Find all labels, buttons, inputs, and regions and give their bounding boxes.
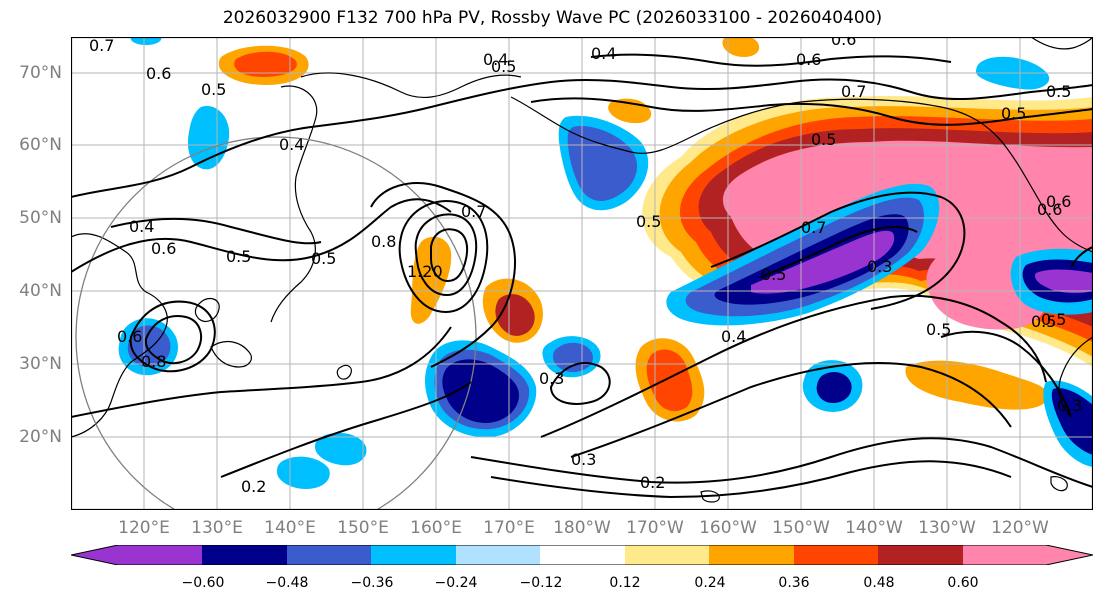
contour-label: 0.3 xyxy=(539,369,564,388)
map-panel: 0.7 0.6 0.5 0.4 0.6 0.6 0.4 0.5 0.6 0.7 … xyxy=(71,37,1093,510)
contour-label: 0.6 xyxy=(1037,200,1062,219)
contour-label: 0.7 xyxy=(89,37,114,55)
lon-label: 130°E xyxy=(191,518,243,538)
coastlines xyxy=(71,37,1093,503)
contour-label: 0.4 xyxy=(721,327,746,346)
contour-label: 0.4 xyxy=(483,50,508,69)
colorbar-segment xyxy=(625,545,709,565)
contour-label: 0.6 xyxy=(831,37,856,49)
contour-label: 0.7 xyxy=(841,82,866,101)
contour-label: 0.4 xyxy=(279,135,304,154)
contour-label: 0.5 xyxy=(1046,82,1071,101)
contour-label: 0.5 xyxy=(491,57,516,76)
map-frame xyxy=(71,37,1093,510)
contour-label: 0.5 xyxy=(1041,310,1066,329)
contour-label: 0.5 xyxy=(1001,104,1026,123)
lon-label: 120°W xyxy=(991,518,1049,538)
colorbar xyxy=(71,545,1093,565)
great-circle-outline xyxy=(75,136,477,510)
colorbar-tick-label: 0.24 xyxy=(694,575,726,591)
contour-label: 0.6 xyxy=(1046,192,1071,211)
colorbar-tick-label: −0.60 xyxy=(181,575,225,591)
contour-label: 0.5 xyxy=(636,212,661,231)
colorbar-tick-label: 0.48 xyxy=(863,575,895,591)
contour-label: 0.6 xyxy=(146,64,171,83)
lon-label: 120°E xyxy=(118,518,170,538)
contour-label: 0.5 xyxy=(811,130,836,149)
contour-label: 0.5 xyxy=(761,265,786,284)
colorbar-segment xyxy=(709,545,794,565)
colorbar-tick-label: −0.24 xyxy=(434,575,478,591)
colorbar-tick-label: −0.12 xyxy=(519,575,563,591)
colorbar-segment xyxy=(963,545,1093,565)
colorbar-segment xyxy=(878,545,963,565)
contour-label: 0.8 xyxy=(371,232,396,251)
lon-label: 180°W xyxy=(553,518,611,538)
contour-label: 0.7 xyxy=(461,202,486,221)
colorbar-segment xyxy=(71,545,202,565)
pv-anomaly-fills xyxy=(118,37,1093,489)
colorbar-tick-label: 0.12 xyxy=(609,575,641,591)
colorbar-segment xyxy=(287,545,371,565)
positive-anomaly-region xyxy=(646,349,693,412)
negative-anomaly-region xyxy=(553,342,593,373)
contour-label: 0.5 xyxy=(1031,312,1056,331)
contour-label: 0.5 xyxy=(311,249,336,268)
negative-anomaly-region xyxy=(751,230,895,294)
contour-label: 0.3 xyxy=(1057,396,1082,415)
contour-label: 0.8 xyxy=(141,352,166,371)
colorbar-tick-label: −0.36 xyxy=(350,575,394,591)
colorbar-segment xyxy=(794,545,878,565)
colorbar-segment xyxy=(540,545,625,565)
contour-label: 0.7 xyxy=(801,218,826,237)
lon-label: 130°W xyxy=(918,518,976,538)
contour-label: 0.6 xyxy=(117,327,142,346)
lat-label: 40°N xyxy=(19,281,62,301)
contour-label: 0.4 xyxy=(129,217,154,236)
plot-title: 2026032900 F132 700 hPa PV, Rossby Wave … xyxy=(222,8,883,28)
colorbar-tick-label: 0.36 xyxy=(778,575,810,591)
colorbar-segment xyxy=(456,545,540,565)
colorbar-tick-label: 0.60 xyxy=(947,575,979,591)
lon-label: 140°E xyxy=(264,518,316,538)
colorbar-segments xyxy=(71,545,1093,565)
contour-label: 0.5 xyxy=(201,80,226,99)
lon-label: 140°W xyxy=(845,518,903,538)
lon-label: 170°E xyxy=(483,518,535,538)
contour-label: 0.2 xyxy=(241,477,266,496)
lon-label: 160°W xyxy=(699,518,757,538)
contour-label: 0.6 xyxy=(796,50,821,69)
positive-anomaly-region xyxy=(722,37,760,57)
lat-label: 30°N xyxy=(19,354,62,374)
negative-anomaly-region xyxy=(1035,269,1093,294)
lat-label: 70°N xyxy=(19,63,62,83)
lat-label: 20°N xyxy=(19,427,62,447)
lat-label: 50°N xyxy=(19,208,62,228)
lon-label: 150°E xyxy=(337,518,389,538)
contour-label: 0.6 xyxy=(151,239,176,258)
negative-anomaly-region xyxy=(315,432,367,466)
lon-label: 170°W xyxy=(626,518,684,538)
contour-label: 0.5 xyxy=(926,320,951,339)
colorbar-segment xyxy=(202,545,287,565)
contour-label: 0.5 xyxy=(226,247,251,266)
lon-label: 160°E xyxy=(410,518,462,538)
negative-anomaly-region xyxy=(442,359,519,423)
colorbar-segment xyxy=(371,545,456,565)
colorbar-tick-label: −0.48 xyxy=(265,575,309,591)
contour-label: 0.3 xyxy=(571,450,596,469)
map-svg: 0.7 0.6 0.5 0.4 0.6 0.6 0.4 0.5 0.6 0.7 … xyxy=(71,37,1093,510)
lon-label: 150°W xyxy=(772,518,830,538)
contour-label: 1.20 xyxy=(407,262,443,281)
positive-anomaly-region xyxy=(234,51,297,77)
negative-anomaly-region xyxy=(130,37,162,45)
contour-label: 0.3 xyxy=(867,257,892,276)
contour-label: 0.4 xyxy=(591,44,616,63)
contour-label-group: 0.7 0.6 0.5 0.4 0.6 0.6 0.4 0.5 0.6 0.7 … xyxy=(89,37,1082,496)
pv-contours xyxy=(71,53,1093,499)
contour-label: 0.2 xyxy=(640,473,665,492)
lat-label: 60°N xyxy=(19,135,62,155)
negative-anomaly-region xyxy=(816,371,852,403)
